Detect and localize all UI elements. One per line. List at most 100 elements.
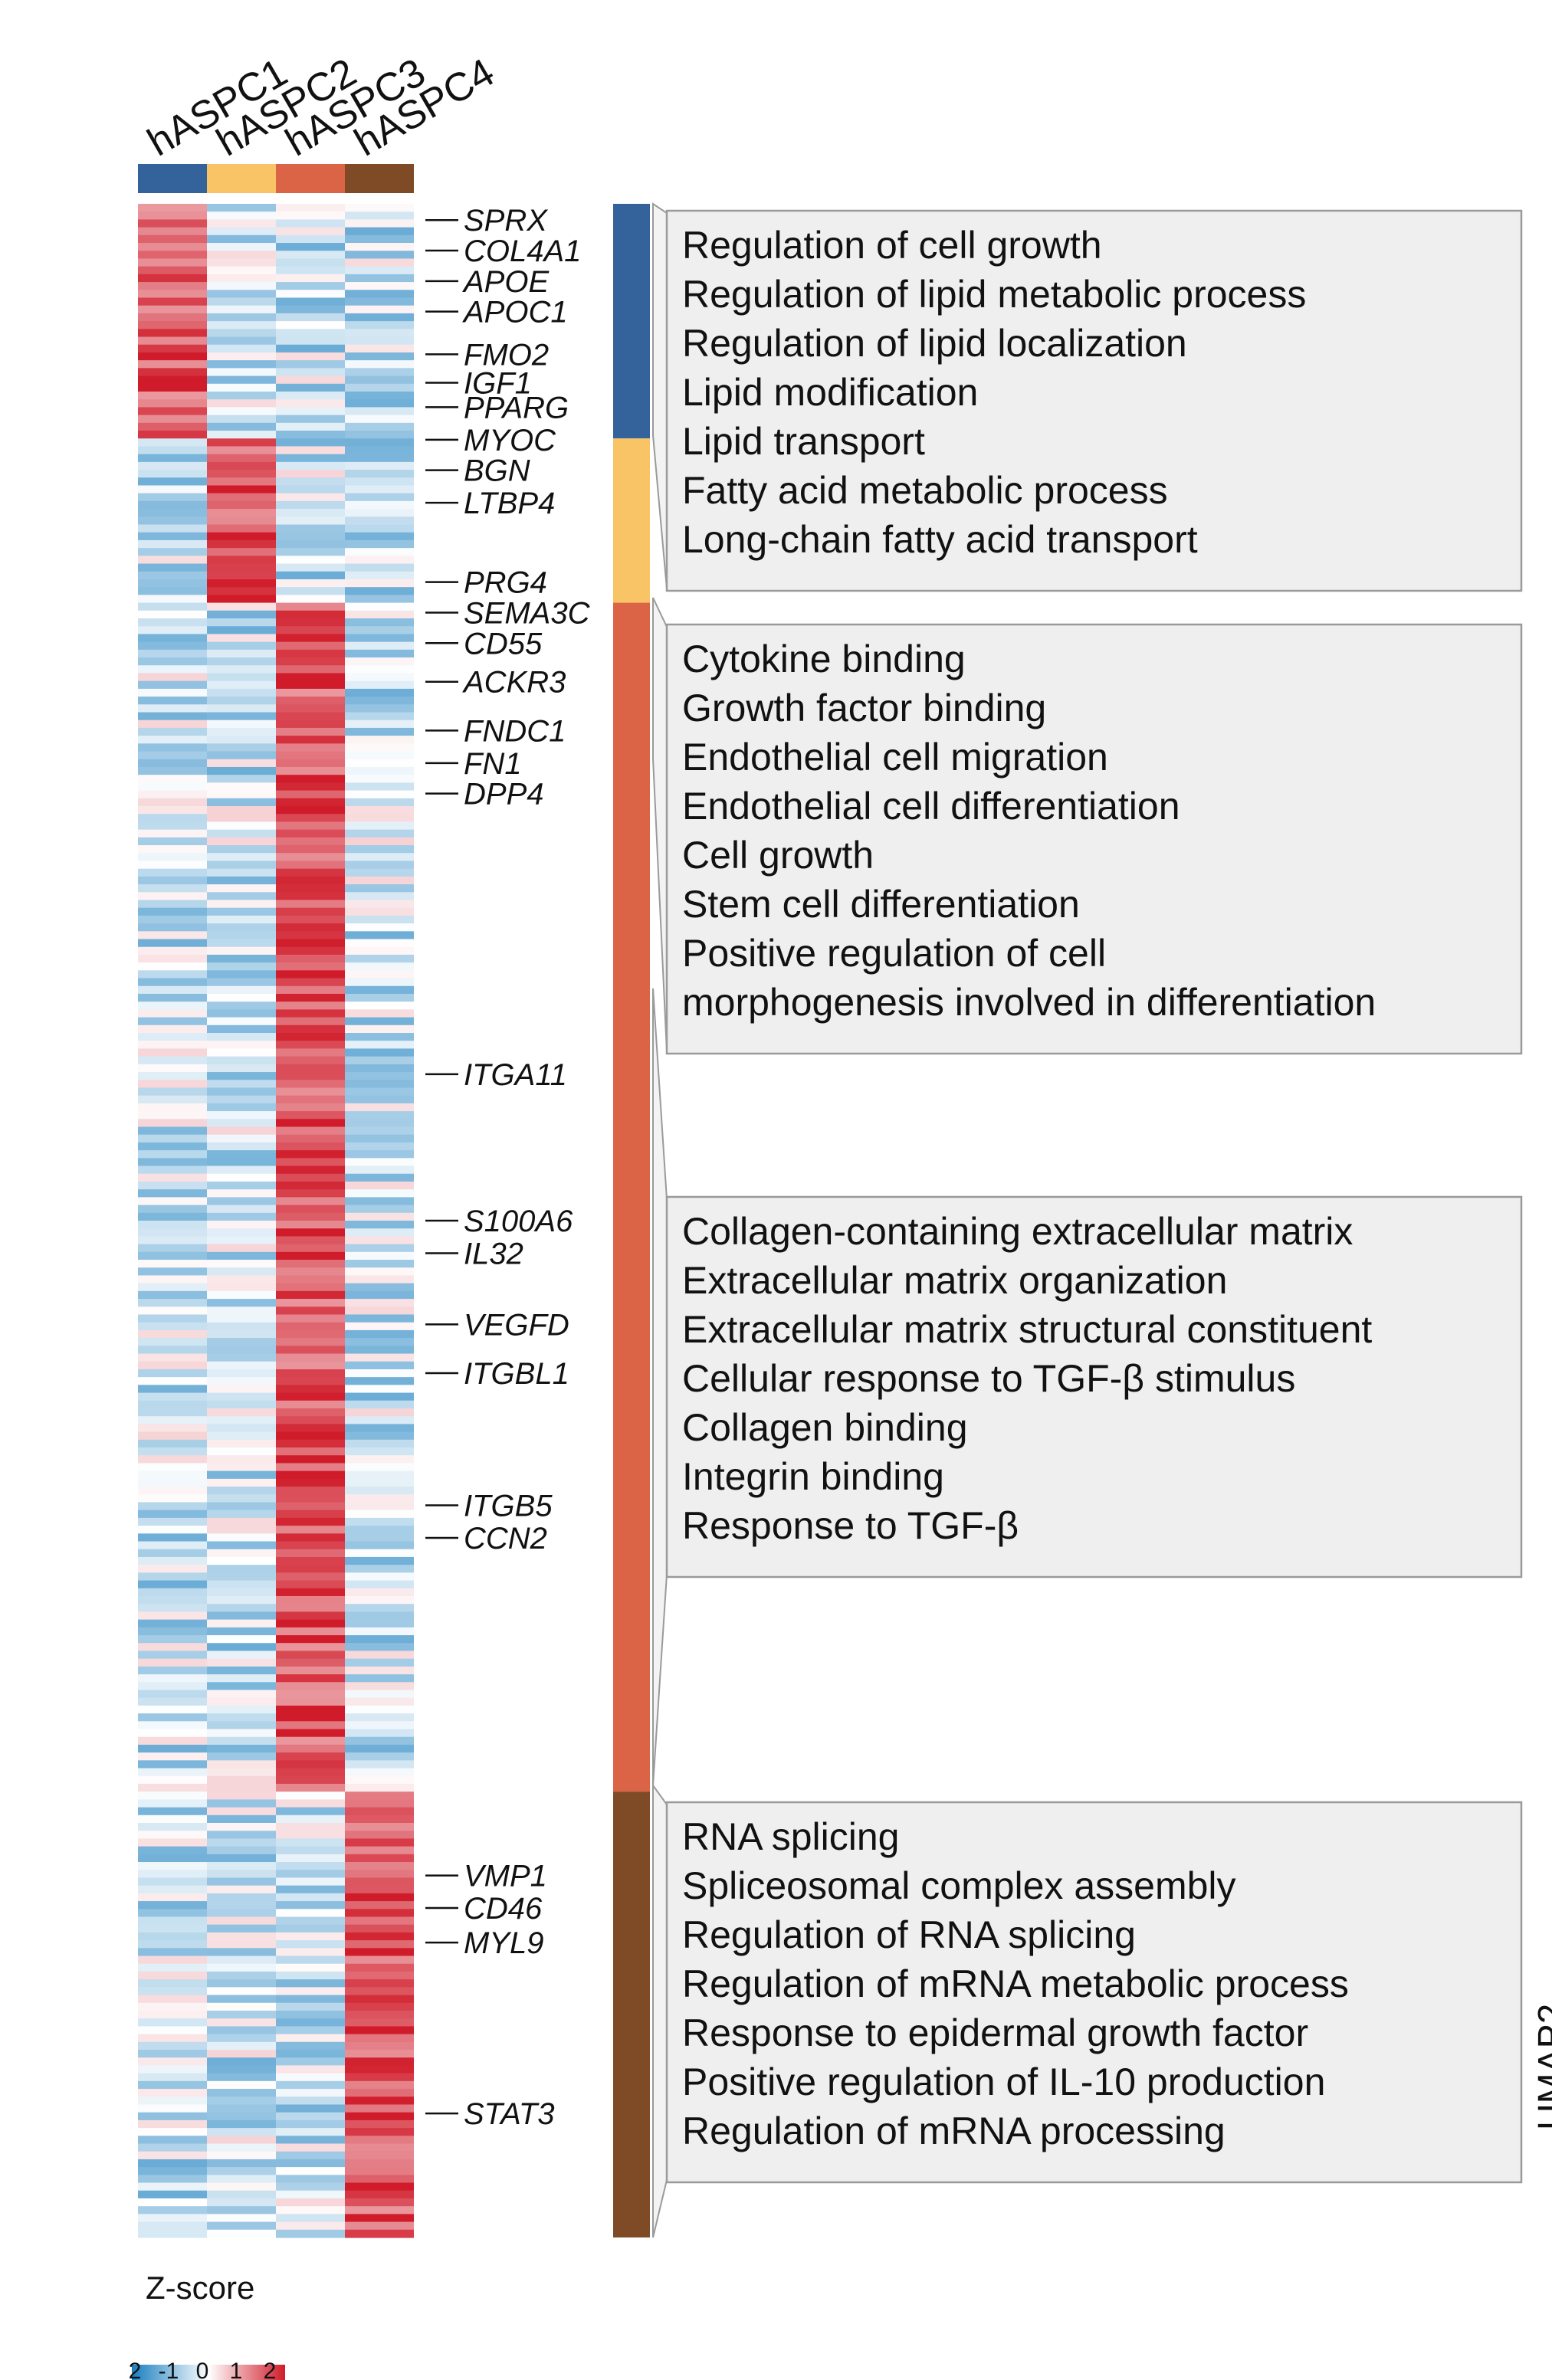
heatmap-cell	[138, 1346, 207, 1355]
heatmap-cell	[138, 1329, 207, 1339]
heatmap-cell	[276, 1338, 345, 1346]
enrichment-term: Stem cell differentiation	[682, 883, 1080, 926]
heatmap-cell	[207, 1431, 276, 1441]
heatmap-cell	[138, 1877, 207, 1887]
heatmap-cell	[276, 1971, 345, 1980]
heatmap-cell	[138, 805, 207, 815]
heatmap-cell	[207, 1361, 276, 1370]
heatmap-cell	[138, 1236, 207, 1245]
heatmap-cell	[276, 814, 345, 823]
heatmap-cell	[345, 352, 414, 361]
heatmap-cell	[276, 532, 345, 541]
heatmap-cell	[138, 1627, 207, 1636]
heatmap-cell	[138, 2221, 207, 2231]
heatmap-cell	[276, 422, 345, 431]
heatmap-cell	[207, 1705, 276, 1714]
heatmap-cell	[345, 751, 414, 760]
heatmap-cell	[276, 360, 345, 369]
heatmap-cell	[207, 1283, 276, 1292]
column-bar-hASPC1	[138, 164, 207, 193]
heatmap-cell	[276, 1260, 345, 1268]
heatmap-cell	[276, 563, 345, 572]
margin-tag: UMAP2	[1531, 2004, 1552, 2130]
heatmap-cell	[276, 211, 345, 221]
heatmap-cell	[345, 2096, 414, 2106]
heatmap-cell	[207, 1940, 276, 1949]
heatmap-cell	[207, 2096, 276, 2106]
heatmap-cell	[276, 954, 345, 963]
heatmap-cell	[207, 2089, 276, 2097]
heatmap-cell	[276, 2143, 345, 2152]
heatmap-cell	[276, 1095, 345, 1104]
heatmap-cell	[276, 720, 345, 729]
heatmap-cell	[345, 680, 414, 690]
heatmap-cell	[138, 720, 207, 729]
heatmap-cell	[138, 1580, 207, 1589]
heatmap-cell	[138, 329, 207, 338]
heatmap-cell	[138, 1971, 207, 1980]
heatmap-cell	[276, 1549, 345, 1558]
heatmap-cell	[207, 305, 276, 314]
heatmap-cell	[276, 1877, 345, 1887]
heatmap-cell	[276, 1768, 345, 1777]
gene-label-FNDC1: FNDC1	[464, 714, 566, 748]
gene-label-DPP4: DPP4	[464, 778, 544, 811]
heatmap-cell	[345, 1909, 414, 1918]
heatmap-cell	[276, 219, 345, 228]
heatmap-cell	[138, 2175, 207, 2184]
heatmap-cell	[276, 1455, 345, 1464]
heatmap-cell	[138, 775, 207, 783]
heatmap-cell	[345, 618, 414, 627]
heatmap-cell	[138, 1494, 207, 1503]
heatmap-cell	[138, 1165, 207, 1175]
heatmap-cell	[345, 2167, 414, 2175]
gene-label-FMO2: FMO2	[464, 338, 549, 372]
heatmap-cell	[138, 1487, 207, 1495]
heatmap-cell	[345, 1744, 414, 1753]
heatmap-cell	[345, 313, 414, 322]
heatmap-cell	[345, 2136, 414, 2145]
heatmap-cell	[207, 915, 276, 924]
heatmap-cell	[276, 368, 345, 377]
heatmap-cell	[138, 821, 207, 831]
heatmap-cell	[138, 2018, 207, 2027]
heatmap-cell	[276, 1635, 345, 1644]
heatmap-cell	[138, 665, 207, 674]
heatmap-cell	[276, 438, 345, 447]
heatmap-cell	[345, 766, 414, 775]
heatmap-cell	[138, 1126, 207, 1136]
heatmap-cell	[345, 1517, 414, 1526]
heatmap-cell	[207, 649, 276, 658]
heatmap-cell	[207, 1087, 276, 1097]
heatmap-cell	[345, 1713, 414, 1722]
heatmap-cell	[138, 1932, 207, 1941]
heatmap-cell	[345, 641, 414, 651]
heatmap-cell	[345, 2112, 414, 2121]
heatmap-cell	[345, 845, 414, 854]
enrichment-term: RNA splicing	[682, 1815, 899, 1858]
legend-color-bar	[132, 2365, 285, 2380]
heatmap-cell	[207, 923, 276, 932]
heatmap-cell	[138, 1893, 207, 1902]
heatmap-cell	[207, 1142, 276, 1151]
heatmap-cell	[276, 1713, 345, 1722]
heatmap-cell	[276, 970, 345, 979]
heatmap-cell	[345, 2151, 414, 2160]
heatmap-cell	[345, 1392, 414, 1401]
heatmap-cell	[276, 1439, 345, 1448]
heatmap-cell	[207, 234, 276, 244]
heatmap-cell	[207, 1455, 276, 1464]
heatmap-cell	[276, 2010, 345, 2019]
heatmap-cell	[138, 1916, 207, 1926]
heatmap-cell	[345, 712, 414, 721]
heatmap-cell	[276, 1119, 345, 1128]
heatmap-cell	[276, 2018, 345, 2027]
heatmap-cell	[345, 579, 414, 588]
heatmap-cell	[345, 1595, 414, 1605]
heatmap-cell	[276, 1087, 345, 1097]
heatmap-cell	[345, 868, 414, 877]
heatmap-cell	[276, 641, 345, 651]
heatmap-cell	[138, 1885, 207, 1894]
heatmap-cell	[345, 422, 414, 431]
heatmap-cell	[207, 352, 276, 361]
